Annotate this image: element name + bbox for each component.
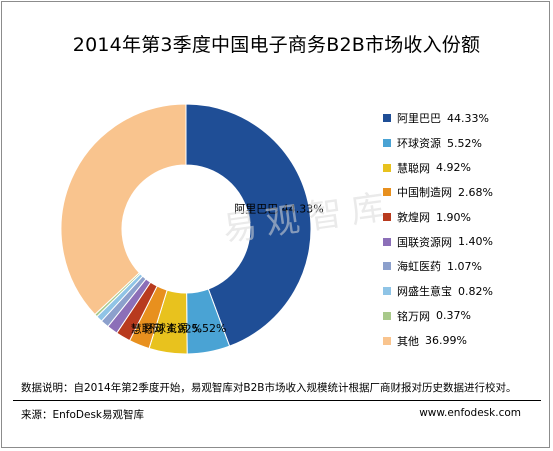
data-label-2: 环球资源 5.52% xyxy=(144,321,226,335)
data-label-3: 慧聪网 4.92% xyxy=(131,322,202,336)
data-label-1: 阿里巴巴 44.33% xyxy=(234,202,323,215)
legend-value: 0.37% xyxy=(436,309,471,323)
legend-label: 慧聪网 xyxy=(397,161,430,175)
legend-value: 44.33% xyxy=(447,111,489,125)
legend-swatch xyxy=(383,163,391,172)
data-note: 数据说明：自2014年第2季度开始，易观智库对B2B市场收入规模统计根据厂商财报… xyxy=(21,382,517,394)
legend-swatch xyxy=(383,213,391,222)
legend-value: 1.40% xyxy=(458,235,493,249)
legend-label: 环球资源 xyxy=(397,137,441,151)
legend-label: 敦煌网 xyxy=(397,211,430,225)
legend-value: 5.52% xyxy=(447,136,482,150)
legend-swatch xyxy=(383,237,391,246)
legend-swatch xyxy=(383,311,391,320)
legend-label: 铭万网 xyxy=(397,309,430,323)
legend-item: 网盛生意宝 0.82% xyxy=(383,279,548,304)
legend-label: 中国制造网 xyxy=(397,186,452,200)
legend-label: 海虹医药 xyxy=(397,260,441,274)
slice-1 xyxy=(185,103,312,347)
legend-label: 网盛生意宝 xyxy=(397,285,452,299)
legend-value: 1.07% xyxy=(447,259,482,273)
legend-swatch xyxy=(383,262,391,271)
legend-item: 中国制造网 2.68% xyxy=(383,180,548,205)
legend-label: 其他 xyxy=(397,334,419,348)
legend-item: 敦煌网 1.90% xyxy=(383,205,548,230)
legend-swatch xyxy=(383,287,391,296)
legend-value: 2.68% xyxy=(458,185,493,199)
legend-item: 环球资源 5.52% xyxy=(383,131,548,156)
legend-swatch xyxy=(383,139,391,148)
legend-item: 慧聪网 4.92% xyxy=(383,155,548,180)
legend-swatch xyxy=(383,114,391,123)
website-text: www.enfodesk.com xyxy=(419,407,521,419)
footer-divider xyxy=(13,400,541,401)
legend-item: 阿里巴巴 44.33% xyxy=(383,106,548,131)
legend-value: 4.92% xyxy=(436,161,471,175)
legend-value: 1.90% xyxy=(436,210,471,224)
legend-item: 国联资源网 1.40% xyxy=(383,229,548,254)
legend-label: 国联资源网 xyxy=(397,235,452,249)
legend-item: 其他 36.99% xyxy=(383,328,548,353)
source-text: 来源：EnfoDesk易观智库 xyxy=(21,409,145,421)
legend-swatch xyxy=(383,336,391,345)
legend: 阿里巴巴 44.33% 环球资源 5.52% 慧聪网 4.92% 中国制造网 2.68% 敦煌网… xyxy=(383,106,548,353)
legend-value: 0.82% xyxy=(458,284,493,298)
legend-item: 铭万网 0.37% xyxy=(383,304,548,329)
legend-value: 36.99% xyxy=(425,334,467,348)
legend-item: 海虹医药 1.07% xyxy=(383,254,548,279)
legend-label: 阿里巴巴 xyxy=(397,112,441,126)
legend-swatch xyxy=(383,188,391,197)
chart-title: 2014年第3季度中国电子商务B2B市场收入份额 xyxy=(72,34,481,56)
slice-10 xyxy=(60,103,187,316)
